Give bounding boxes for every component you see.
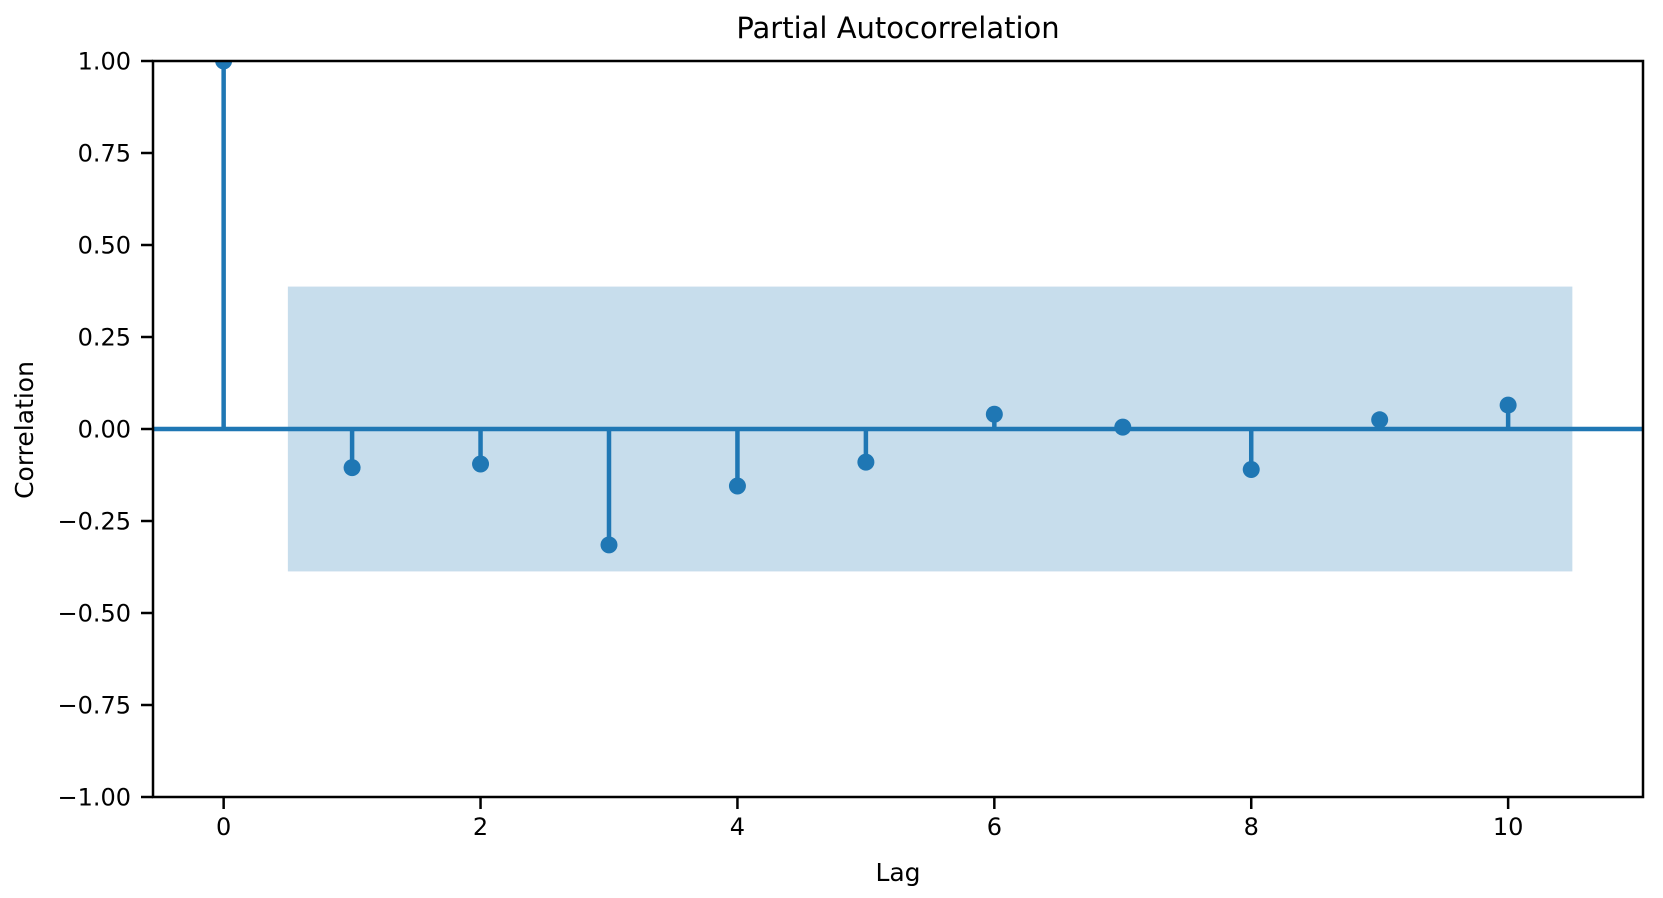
y-tick-label: −0.50 [57,600,131,628]
y-tick-label: 0.75 [78,140,131,168]
marker-lag-8 [1242,460,1260,478]
chart-title: Partial Autocorrelation [736,11,1059,45]
tick-layer: 1.00 0.75 0.50 0.25 0.00 −0.25 −0.50 −0.75 −1.00… [57,48,1523,842]
marker-lag-4 [728,477,746,495]
x-tick-label: 10 [1493,813,1524,841]
x-tick-label: 2 [473,813,488,841]
y-tick-label: 0.50 [78,232,131,260]
y-tick-label: 0.00 [78,416,131,444]
y-tick-label: −0.75 [57,692,131,720]
marker-lag-7 [1114,418,1132,436]
x-tick-label: 6 [987,813,1002,841]
marker-lag-5 [857,453,875,471]
marker-lag-2 [472,455,490,473]
x-tick-label: 0 [216,813,231,841]
stem-data-layer [153,61,1643,554]
marker-lag-0 [215,61,233,70]
marker-lag-9 [1371,411,1389,429]
y-tick-label: −0.25 [57,508,131,536]
x-axis-label: Lag [875,858,920,887]
y-axis-label: Correlation [10,361,39,499]
marker-lag-10 [1499,396,1517,414]
y-tick-label: 1.00 [78,48,131,76]
marker-lag-6 [985,405,1003,423]
marker-lag-3 [600,536,618,554]
y-tick-label: 0.25 [78,324,131,352]
x-tick-label: 4 [730,813,745,841]
marker-lag-1 [343,459,361,477]
y-tick-label: −1.00 [57,784,131,812]
x-tick-label: 8 [1244,813,1259,841]
